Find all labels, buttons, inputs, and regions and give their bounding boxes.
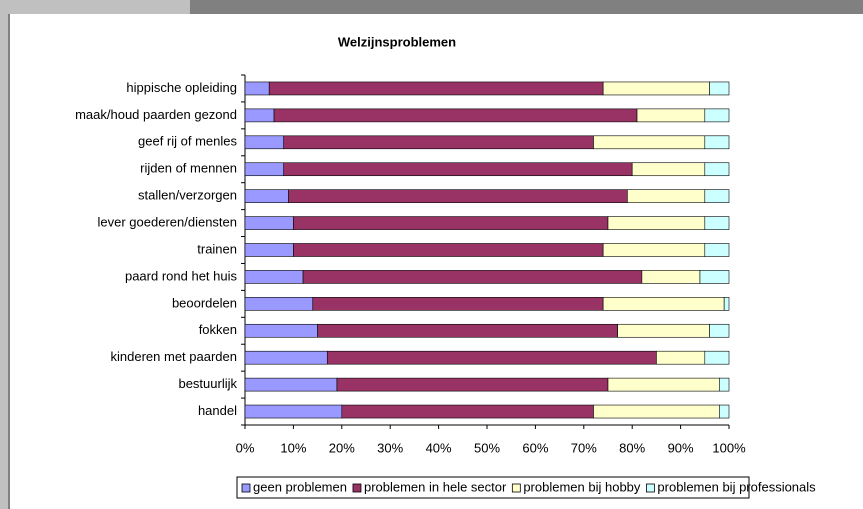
legend-label: problemen in hele sector bbox=[364, 479, 507, 494]
bar-segment bbox=[244, 162, 285, 177]
bar-segment bbox=[244, 323, 318, 338]
x-tick-label: 50% bbox=[474, 440, 500, 455]
y-tick-label: trainen bbox=[197, 241, 237, 256]
y-tick-label: beoordelen bbox=[172, 295, 237, 310]
chart-title: Welzijnsproblemen bbox=[338, 34, 456, 49]
legend-swatch bbox=[646, 483, 655, 493]
bar-segment bbox=[244, 270, 304, 284]
bar-segment bbox=[268, 81, 604, 96]
bar-segment bbox=[244, 81, 270, 96]
legend-label: problemen bij hobby bbox=[523, 479, 641, 494]
bar-segment bbox=[244, 216, 294, 230]
bar-segment bbox=[641, 270, 701, 284]
x-tick-label: 10% bbox=[280, 440, 306, 455]
x-tick-label: 90% bbox=[668, 440, 694, 455]
y-tick-label: rijden of mennen bbox=[140, 161, 237, 176]
bar-segment bbox=[341, 404, 594, 419]
bar-segment bbox=[704, 350, 730, 365]
legend-swatch bbox=[352, 483, 362, 493]
bar-segment bbox=[602, 297, 725, 311]
bar-segment bbox=[704, 189, 730, 203]
bar-segment bbox=[293, 216, 609, 230]
legend-label: geen problemen bbox=[253, 479, 347, 494]
y-tick-label: bestuurlijk bbox=[178, 376, 237, 391]
x-tick-label: 60% bbox=[522, 440, 548, 455]
bar-segment bbox=[244, 135, 285, 150]
x-tick-label: 100% bbox=[712, 440, 746, 455]
bar-segment bbox=[719, 377, 730, 392]
bar-segment bbox=[704, 243, 730, 257]
bar-segment bbox=[302, 270, 643, 284]
bar-segment bbox=[283, 135, 594, 150]
y-tick-label: maak/houd paarden gezond bbox=[75, 107, 237, 122]
left-edge-line bbox=[8, 14, 10, 509]
bar-segment bbox=[607, 377, 720, 392]
bar-segment bbox=[244, 297, 314, 311]
bar-segment bbox=[704, 216, 730, 230]
bar-segment bbox=[709, 323, 730, 338]
bar-segment bbox=[602, 243, 706, 257]
bar-segment bbox=[699, 270, 730, 284]
bar-segment bbox=[704, 108, 730, 123]
legend-box bbox=[236, 476, 750, 499]
bar-segment bbox=[636, 108, 706, 123]
bar-segment bbox=[312, 297, 604, 311]
bar-segment bbox=[627, 189, 706, 203]
bar-segment bbox=[719, 404, 730, 419]
x-tick-label: 0% bbox=[236, 440, 255, 455]
y-tick-label: stallen/verzorgen bbox=[138, 188, 237, 203]
header-left bbox=[0, 0, 190, 14]
x-tick-label: 70% bbox=[571, 440, 597, 455]
left-edge bbox=[0, 14, 8, 509]
bar-segment bbox=[617, 323, 710, 338]
bar-segment bbox=[273, 108, 638, 123]
bar-segment bbox=[244, 189, 289, 203]
bar-segment bbox=[244, 377, 338, 392]
bar-segment bbox=[317, 323, 618, 338]
bar-segment bbox=[656, 350, 706, 365]
bar-segment bbox=[709, 81, 730, 96]
legend-swatch bbox=[241, 483, 251, 493]
bar-segment bbox=[244, 350, 328, 365]
bar-segment bbox=[288, 189, 628, 203]
bar-segment bbox=[602, 81, 710, 96]
bar-segment bbox=[244, 243, 294, 257]
x-tick-label: 20% bbox=[329, 440, 355, 455]
y-tick-label: handel bbox=[198, 403, 237, 418]
y-tick-label: geef rij of menles bbox=[138, 134, 237, 149]
bar-segment bbox=[723, 297, 730, 311]
header-band bbox=[190, 0, 863, 14]
bar-segment bbox=[283, 162, 633, 177]
legend-label: problemen bij professionals bbox=[657, 479, 816, 494]
bar-segment bbox=[593, 404, 720, 419]
bar-segment bbox=[293, 243, 604, 257]
bar-segment bbox=[244, 108, 275, 123]
y-tick-label: hippische opleiding bbox=[126, 80, 237, 95]
y-tick-label: kinderen met paarden bbox=[111, 349, 237, 364]
bar-segment bbox=[336, 377, 609, 392]
y-tick-label: lever goederen/diensten bbox=[98, 215, 238, 230]
bar-segment bbox=[704, 162, 730, 177]
y-tick-label: paard rond het huis bbox=[125, 268, 238, 283]
legend-swatch bbox=[511, 483, 521, 493]
bar-segment bbox=[607, 216, 706, 230]
x-tick-label: 30% bbox=[377, 440, 403, 455]
bar-segment bbox=[704, 135, 730, 150]
x-tick-label: 80% bbox=[619, 440, 645, 455]
bar-segment bbox=[244, 404, 343, 419]
bar-segment bbox=[593, 135, 706, 150]
x-tick-label: 40% bbox=[426, 440, 452, 455]
bar-segment bbox=[326, 350, 657, 365]
y-tick-label: fokken bbox=[199, 322, 237, 337]
bar-segment bbox=[631, 162, 706, 177]
